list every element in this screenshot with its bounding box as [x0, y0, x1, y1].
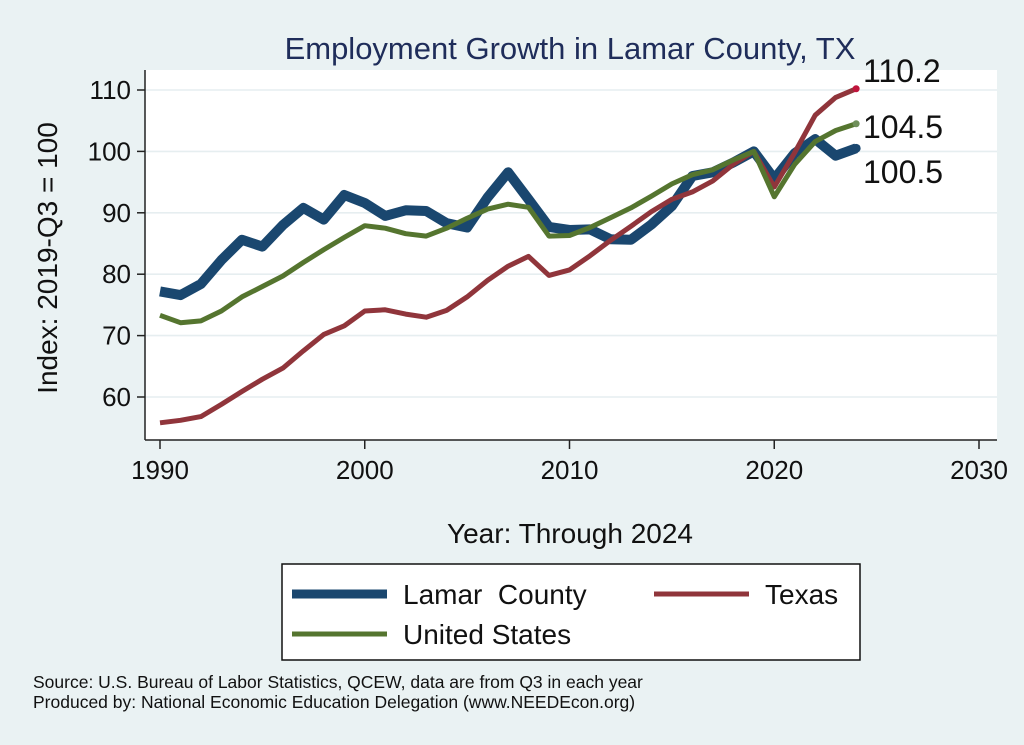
end-label-lamar-county: 100.5	[863, 154, 943, 190]
y-tick-label-110: 110	[90, 75, 131, 105]
chart-title: Employment Growth in Lamar County, TX	[285, 31, 856, 66]
series-line-united-states	[159, 121, 857, 326]
y-tick-label-80: 80	[102, 259, 131, 289]
endpoint-lamar-county	[851, 143, 861, 153]
legend-label-texas: Texas	[765, 579, 838, 610]
y-tick-label-60: 60	[102, 382, 131, 412]
x-tick-label-2020: 2020	[745, 455, 803, 485]
y-tick-label-90: 90	[102, 198, 131, 228]
source-line: Source: U.S. Bureau of Labor Statistics,…	[33, 672, 643, 692]
legend-label-lamar-county: Lamar County	[403, 579, 587, 610]
y-tick-label-100: 100	[88, 136, 131, 166]
endpoint-markers	[851, 85, 861, 153]
x-axis-title: Year: Through 2024	[447, 518, 693, 549]
produced-by-line: Produced by: National Economic Education…	[33, 692, 635, 712]
y-axis-title: Index: 2019-Q3 = 100	[32, 122, 63, 394]
endpoint-united-states	[852, 120, 860, 128]
legend: Lamar County Texas United States	[281, 563, 861, 661]
y-tick-label-70: 70	[102, 321, 131, 351]
ticks: 60 70 80 90 100 110 1990 2000 2010 2020 2030	[88, 75, 1008, 485]
legend-box	[281, 563, 861, 661]
series-line-texas	[159, 86, 858, 426]
x-tick-label-2030: 2030	[950, 455, 1008, 485]
plot-area	[145, 70, 997, 440]
legend-label-united-states: United States	[403, 619, 571, 650]
x-tick-label-1990: 1990	[131, 455, 189, 485]
x-tick-label-2010: 2010	[541, 455, 599, 485]
endpoint-texas	[852, 85, 860, 93]
end-label-texas: 110.2	[863, 53, 941, 89]
x-tick-label-2000: 2000	[336, 455, 394, 485]
series-lines	[159, 86, 858, 426]
axes	[144, 70, 997, 441]
end-label-united-states: 104.5	[863, 109, 943, 145]
